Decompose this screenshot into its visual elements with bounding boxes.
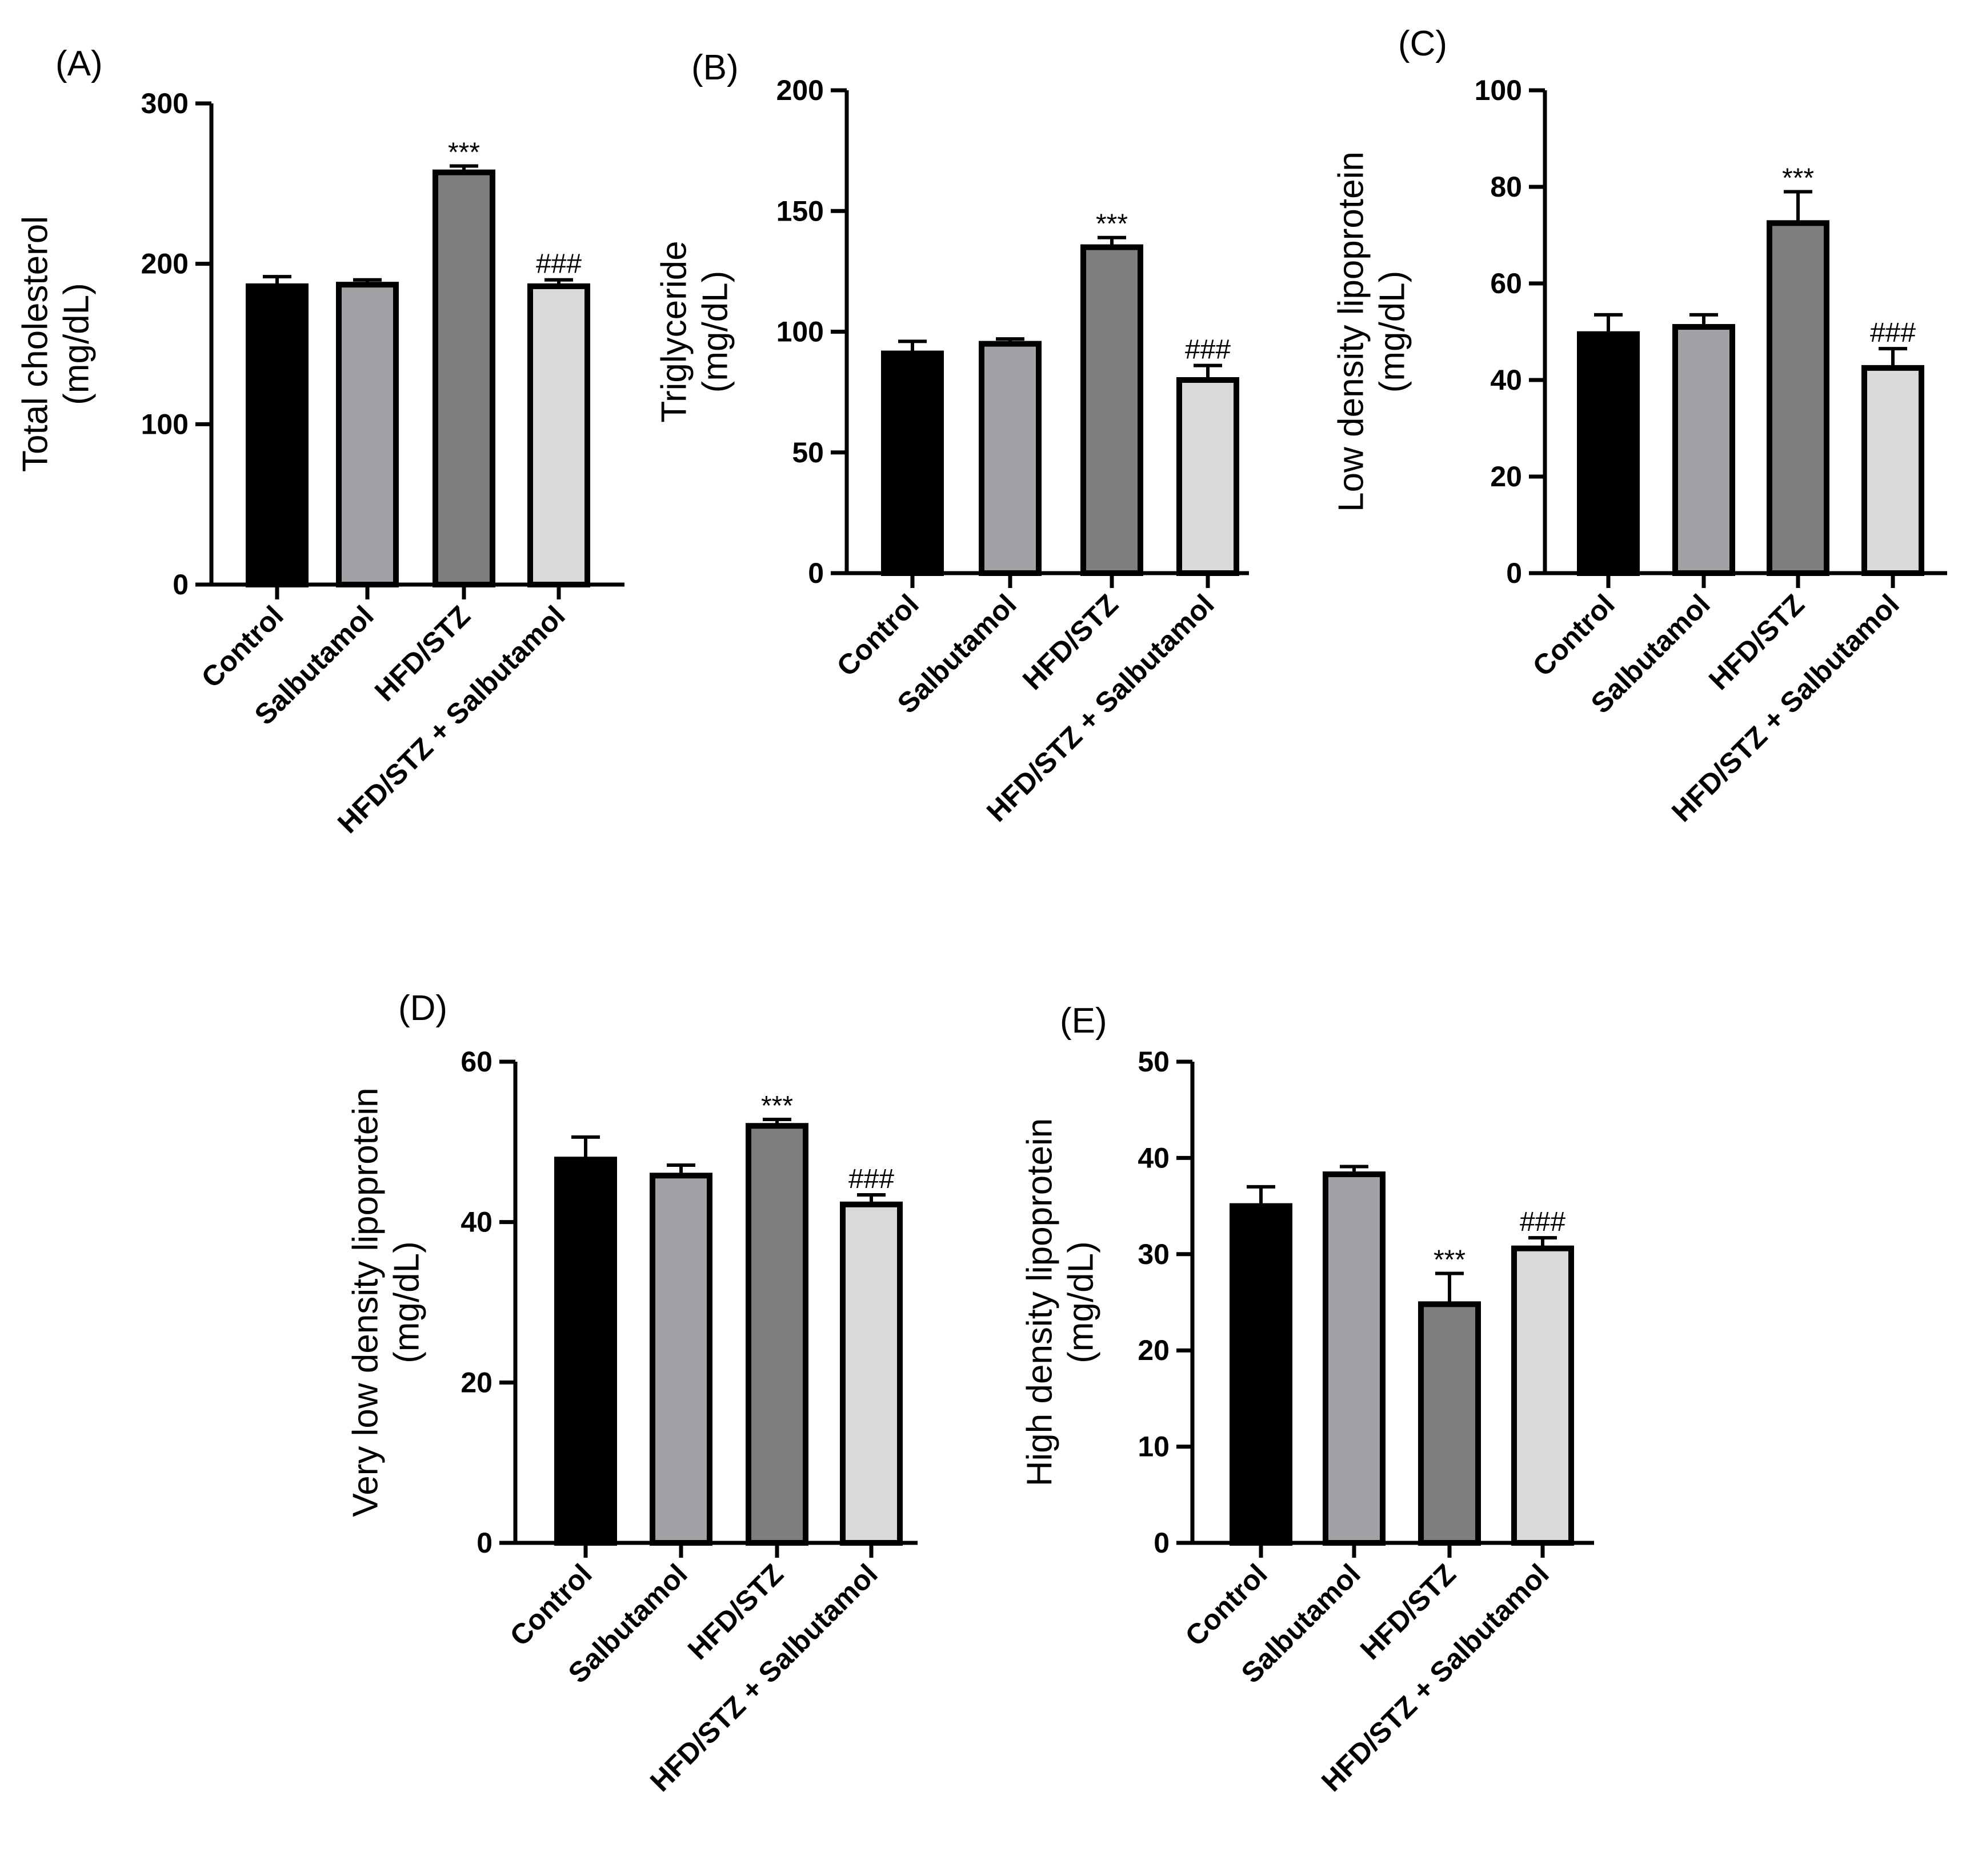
y-tick-label: 100 — [776, 316, 824, 348]
y-tick-label: 300 — [141, 87, 189, 119]
y-tick-label: 0 — [808, 557, 824, 589]
y-tick-label: 30 — [1138, 1238, 1170, 1270]
y-tick-label: 60 — [1490, 267, 1522, 299]
panel-letter: (E) — [1060, 1001, 1107, 1041]
y-tick-label: 0 — [173, 569, 189, 601]
y-axis-title: Triglyceride — [655, 241, 694, 422]
y-tick-label: 100 — [141, 408, 189, 440]
bar — [1577, 331, 1640, 576]
y-tick-label: 60 — [461, 1046, 493, 1078]
x-tick-label: Control — [1527, 588, 1621, 682]
y-axis-title: Low density lipoprotein — [1332, 151, 1371, 512]
x-tick-label: Control — [504, 1558, 598, 1652]
significance-star-label: *** — [761, 1091, 793, 1121]
panel-letter: (C) — [1398, 24, 1447, 63]
x-tick-label: Control — [195, 599, 290, 694]
y-tick-label: 150 — [776, 195, 824, 227]
panel-letter: (D) — [398, 989, 447, 1028]
y-axis-units: (mg/dL) — [1062, 1241, 1101, 1363]
bar — [527, 283, 590, 587]
y-axis-title: Very low density lipoprotein — [346, 1087, 386, 1517]
y-tick-label: 20 — [1138, 1334, 1170, 1366]
bar — [1323, 1171, 1386, 1546]
y-tick-label: 200 — [776, 74, 824, 106]
significance-hash-label: ### — [1520, 1207, 1565, 1237]
significance-star-label: *** — [1782, 163, 1814, 193]
panel-letter: (A) — [55, 44, 103, 83]
panel-letter: (B) — [691, 48, 739, 87]
y-tick-label: 40 — [1138, 1142, 1170, 1174]
y-axis-units: (mg/dL) — [696, 271, 735, 393]
significance-hash-label: ### — [1870, 318, 1916, 348]
panel-a: (A) Total cholesterol (mg/dL) *** ### 0 100 200… — [16, 44, 624, 839]
panel-d: (D) Very low density lipoprotein (mg/dL) **… — [346, 989, 918, 1798]
y-tick-label: 20 — [461, 1366, 493, 1398]
y-tick-label: 10 — [1138, 1431, 1170, 1463]
y-tick-label: 40 — [461, 1206, 493, 1238]
y-axis-title: Total cholesterol — [16, 216, 55, 472]
bar — [1230, 1203, 1292, 1546]
bar — [1767, 220, 1829, 576]
bar — [246, 283, 309, 587]
significance-hash-label: ### — [1185, 335, 1231, 365]
bar — [1418, 1301, 1481, 1546]
significance-hash-label: ### — [536, 249, 582, 279]
y-tick-label: 80 — [1490, 171, 1522, 203]
bar — [554, 1157, 617, 1546]
bar — [650, 1173, 712, 1546]
panel-b: (B) Triglyceride (mg/dL) *** ### 0 50 100 150 200… — [655, 48, 1249, 828]
x-tick-label: Control — [1179, 1558, 1274, 1652]
bar — [746, 1123, 808, 1546]
y-tick-label: 200 — [141, 248, 189, 280]
y-tick-label: 40 — [1490, 364, 1522, 396]
significance-hash-label: ### — [848, 1164, 894, 1194]
y-tick-label: 50 — [1138, 1046, 1170, 1078]
bar — [1861, 365, 1924, 576]
panel-e: (E) High density lipoprotein (mg/dL) *** ###… — [1020, 1001, 1594, 1798]
bar — [1176, 377, 1239, 576]
y-axis-units: (mg/dL) — [1373, 271, 1412, 393]
bar — [1511, 1245, 1574, 1546]
bar — [840, 1201, 903, 1546]
y-axis-units: (mg/dL) — [387, 1241, 427, 1363]
y-tick-label: 0 — [1154, 1527, 1170, 1559]
y-tick-label: 0 — [477, 1527, 493, 1559]
y-axis-units: (mg/dL) — [57, 283, 97, 405]
y-tick-label: 20 — [1490, 461, 1522, 493]
bar — [433, 169, 495, 588]
bar — [881, 350, 944, 577]
bar — [1672, 324, 1735, 576]
bar — [979, 341, 1042, 576]
bar — [1080, 244, 1143, 576]
significance-star-label: *** — [448, 137, 480, 167]
bar — [336, 282, 399, 587]
y-tick-label: 100 — [1475, 74, 1522, 106]
y-tick-label: 0 — [1506, 557, 1522, 589]
significance-star-label: *** — [1434, 1245, 1466, 1275]
x-tick-label: Control — [831, 588, 925, 682]
panel-c: (C) Low density lipoprotein (mg/dL) *** ### 0… — [1332, 24, 1947, 828]
significance-star-label: *** — [1096, 209, 1128, 239]
y-tick-label: 50 — [792, 437, 824, 469]
y-axis-title: High density lipoprotein — [1020, 1118, 1060, 1487]
